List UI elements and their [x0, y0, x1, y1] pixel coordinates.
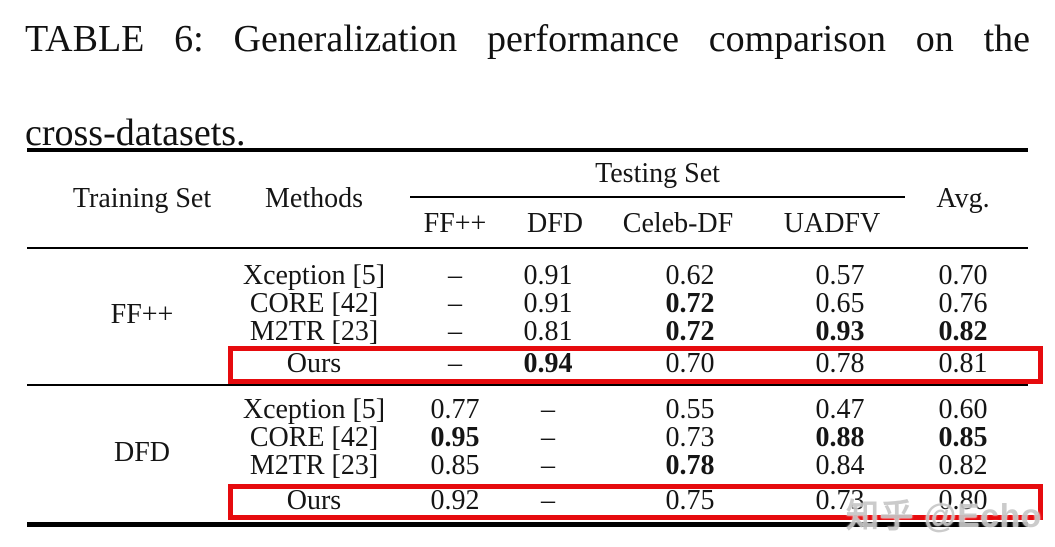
value-cell: 0.47 — [815, 394, 865, 425]
value-cell: 0.85 — [430, 450, 480, 481]
value-cell: 0.78 — [665, 450, 715, 481]
value-cell: 0.93 — [815, 316, 865, 347]
value-cell: 0.70 — [665, 348, 715, 379]
table-caption-line1: TABLE 6: Generalization performance comp… — [25, 18, 1030, 60]
table-rule-header — [27, 247, 1028, 249]
header-col-uadfv: UADFV — [783, 208, 881, 239]
method-cell: Xception [5] — [242, 394, 386, 425]
method-cell: M2TR [23] — [249, 316, 379, 347]
value-cell: 0.82 — [938, 316, 988, 347]
header-col-dfd: DFD — [526, 208, 583, 239]
value-cell: 0.94 — [523, 348, 573, 379]
value-cell: 0.91 — [523, 260, 573, 291]
header-testing-set: Testing Set — [595, 158, 720, 189]
value-cell: 0.80 — [938, 485, 988, 516]
training-set-label: DFD — [113, 437, 170, 468]
value-cell: 0.78 — [815, 348, 865, 379]
header-training-set: Training Set — [72, 183, 212, 214]
value-cell: 0.77 — [430, 394, 480, 425]
value-cell: 0.73 — [815, 485, 865, 516]
value-cell: 0.76 — [938, 288, 988, 319]
value-cell: – — [541, 450, 555, 481]
testing-set-underline — [410, 196, 905, 198]
table-rule-bottom — [27, 522, 1028, 527]
method-cell: Xception [5] — [242, 260, 386, 291]
value-cell: 0.62 — [665, 260, 715, 291]
table-rule-top — [27, 148, 1028, 152]
ours-highlight-box — [228, 346, 1043, 384]
header-methods: Methods — [265, 183, 363, 214]
value-cell: – — [541, 485, 555, 516]
value-cell: – — [448, 316, 462, 347]
value-cell: 0.84 — [815, 450, 865, 481]
value-cell: 0.92 — [430, 485, 480, 516]
results-table: Training Set Methods Testing Set Avg. FF… — [27, 148, 1043, 533]
value-cell: 0.81 — [523, 316, 573, 347]
value-cell: 0.55 — [665, 394, 715, 425]
value-cell: 0.72 — [665, 288, 715, 319]
value-cell: 0.73 — [665, 422, 715, 453]
value-cell: 0.88 — [815, 422, 865, 453]
value-cell: – — [448, 288, 462, 319]
table-caption-line2: cross-datasets. — [25, 112, 246, 154]
value-cell: 0.95 — [430, 422, 480, 453]
value-cell: 0.81 — [938, 348, 988, 379]
value-cell: 0.65 — [815, 288, 865, 319]
value-cell: 0.85 — [938, 422, 988, 453]
ours-highlight-box — [228, 484, 1043, 520]
training-set-label: FF++ — [110, 299, 174, 330]
value-cell: 0.60 — [938, 394, 988, 425]
value-cell: – — [541, 394, 555, 425]
value-cell: – — [448, 348, 462, 379]
value-cell: 0.57 — [815, 260, 865, 291]
value-cell: 0.75 — [665, 485, 715, 516]
header-col-ff-: FF++ — [423, 208, 487, 239]
header-col-celeb-df: Celeb-DF — [622, 208, 734, 239]
method-cell: Ours — [286, 348, 342, 379]
value-cell: 0.72 — [665, 316, 715, 347]
table-caption: TABLE 6: Generalization performance comp… — [25, 16, 1030, 157]
value-cell: – — [541, 422, 555, 453]
header-avg: Avg. — [936, 183, 990, 214]
table-rule-mid — [27, 384, 1028, 386]
method-cell: CORE [42] — [249, 422, 379, 453]
value-cell: – — [448, 260, 462, 291]
value-cell: 0.82 — [938, 450, 988, 481]
value-cell: 0.70 — [938, 260, 988, 291]
method-cell: M2TR [23] — [249, 450, 379, 481]
value-cell: 0.91 — [523, 288, 573, 319]
method-cell: CORE [42] — [249, 288, 379, 319]
watermark: 知乎 @Echo — [846, 497, 1043, 534]
method-cell: Ours — [286, 485, 342, 516]
